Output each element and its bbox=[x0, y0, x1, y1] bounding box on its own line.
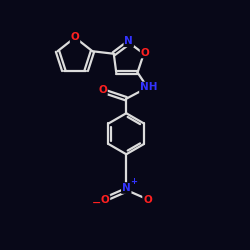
Text: N: N bbox=[122, 183, 130, 193]
Text: O: O bbox=[100, 195, 110, 205]
Text: O: O bbox=[140, 48, 149, 58]
Text: O: O bbox=[143, 195, 152, 205]
Text: O: O bbox=[71, 32, 80, 42]
Text: +: + bbox=[130, 177, 137, 186]
Text: N: N bbox=[124, 36, 133, 46]
Text: NH: NH bbox=[140, 82, 158, 92]
Text: O: O bbox=[98, 85, 107, 95]
Text: −: − bbox=[92, 198, 102, 207]
